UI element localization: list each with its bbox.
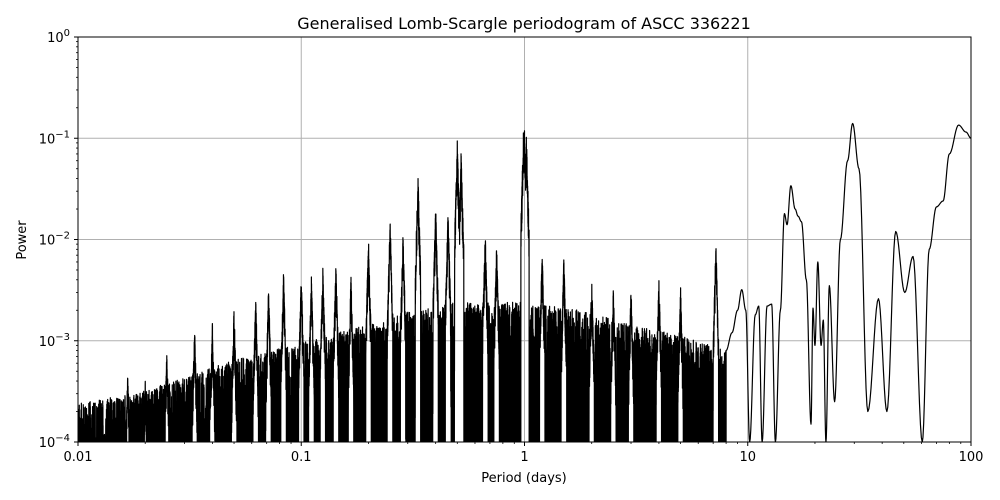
y-axis-label: Power [15, 220, 30, 260]
x-tick-label: 1 [520, 450, 528, 465]
y-tick-label: 10−4 [39, 433, 70, 451]
x-axis-label: Period (days) [481, 471, 567, 486]
x-tick-label: 100 [959, 450, 984, 465]
x-tick-label: 0.01 [64, 450, 93, 465]
power-line [78, 122, 971, 442]
chart-title: Generalised Lomb-Scargle periodogram of … [297, 14, 751, 33]
y-tick-label: 100 [47, 28, 70, 46]
y-tick-label: 10−2 [39, 231, 70, 249]
y-tick-label: 10−3 [39, 332, 70, 350]
power-series [78, 122, 971, 442]
y-tick-label: 10−1 [39, 129, 70, 147]
x-axis: 0.01 0.1 1 10 100 [64, 442, 984, 465]
y-axis: 100 10−1 10−2 10−3 10−4 [39, 28, 78, 451]
x-tick-label: 10 [739, 450, 756, 465]
x-tick-label: 0.1 [291, 450, 312, 465]
